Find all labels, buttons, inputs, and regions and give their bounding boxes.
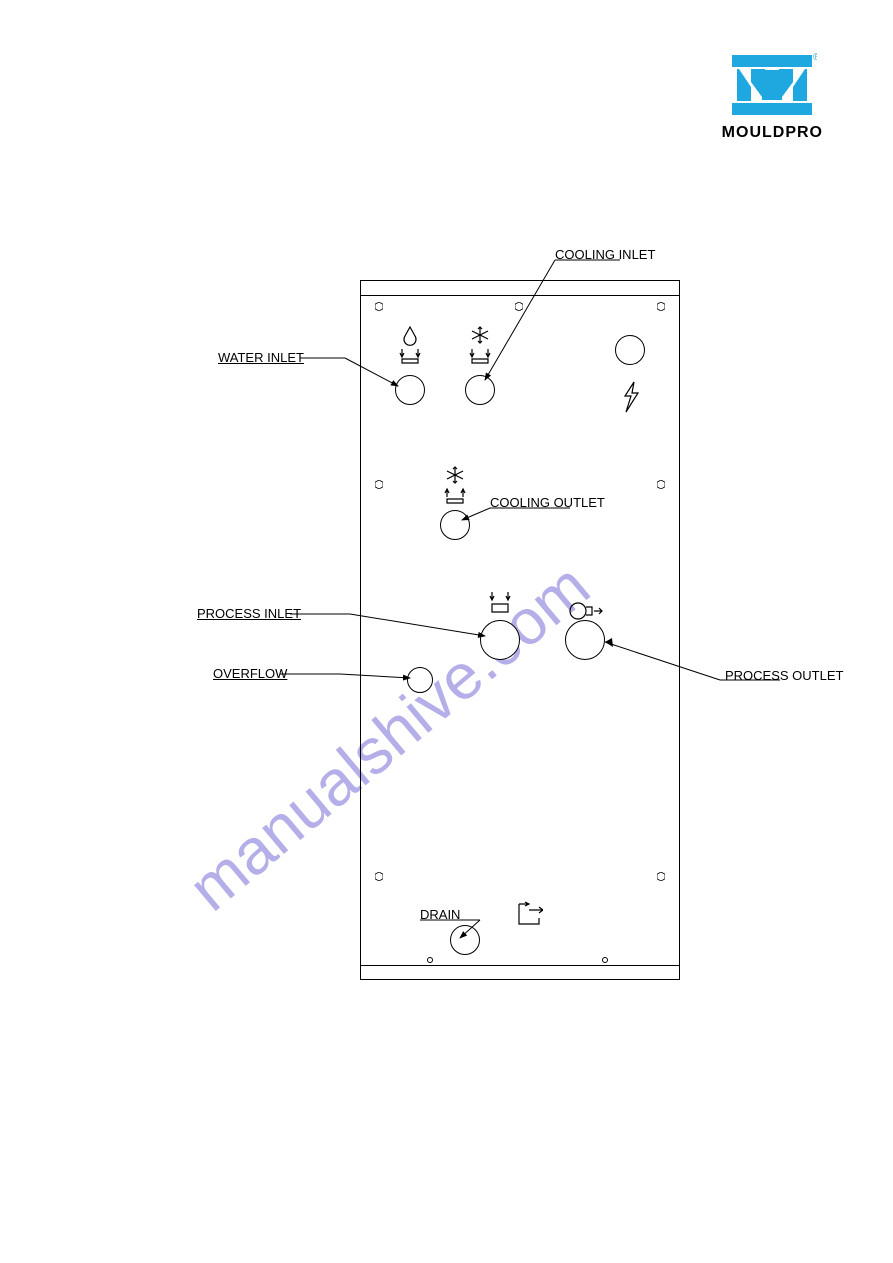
svg-text:®: ® xyxy=(813,52,817,63)
screw xyxy=(375,480,383,489)
screw xyxy=(375,302,383,311)
small-hole xyxy=(427,957,433,963)
label-cooling-outlet: COOLING OUTLET xyxy=(490,495,605,510)
screw xyxy=(657,480,665,489)
hole-water-inlet xyxy=(395,375,425,405)
lightning-icon xyxy=(620,380,642,420)
process-inlet-icon xyxy=(488,590,512,621)
label-water-inlet: WATER INLET xyxy=(218,350,304,365)
label-text: OVERFLOW xyxy=(213,666,287,681)
screw xyxy=(657,302,665,311)
hole-drain xyxy=(450,925,480,955)
label-text: COOLING OUTLET xyxy=(490,495,605,510)
screw xyxy=(515,302,523,311)
label-cooling-inlet: COOLING INLET xyxy=(555,247,655,262)
label-text: COOLING INLET xyxy=(555,247,655,262)
label-text: PROCESS OUTLET xyxy=(725,668,843,683)
label-text: DRAIN xyxy=(420,907,460,922)
label-process-outlet: PROCESS OUTLET xyxy=(725,668,843,683)
label-overflow: OVERFLOW xyxy=(213,666,287,681)
hole-cooling-inlet xyxy=(465,375,495,405)
panel-top-fold xyxy=(360,295,680,296)
label-text: WATER INLET xyxy=(218,350,304,365)
hole-top-right xyxy=(615,335,645,365)
logo-mark: ® xyxy=(727,50,817,120)
hole-overflow xyxy=(407,667,433,693)
hole-cooling-outlet xyxy=(440,510,470,540)
label-text: PROCESS INLET xyxy=(197,606,301,621)
screw xyxy=(375,872,383,881)
logo-text: MOULDPRO xyxy=(722,124,823,142)
water-inlet-icon xyxy=(398,325,422,370)
label-process-inlet: PROCESS INLET xyxy=(197,606,301,621)
drain-icon xyxy=(515,900,543,933)
panel-bottom-fold xyxy=(360,965,680,966)
label-drain: DRAIN xyxy=(420,907,460,922)
small-hole xyxy=(602,957,608,963)
cooling-inlet-icon xyxy=(468,325,492,370)
brand-logo: ® MOULDPRO xyxy=(722,50,823,142)
process-outlet-icon xyxy=(568,600,606,627)
screw xyxy=(657,872,665,881)
cooling-outlet-icon xyxy=(443,465,467,510)
hole-process-inlet xyxy=(480,620,520,660)
panel-diagram xyxy=(360,280,680,980)
